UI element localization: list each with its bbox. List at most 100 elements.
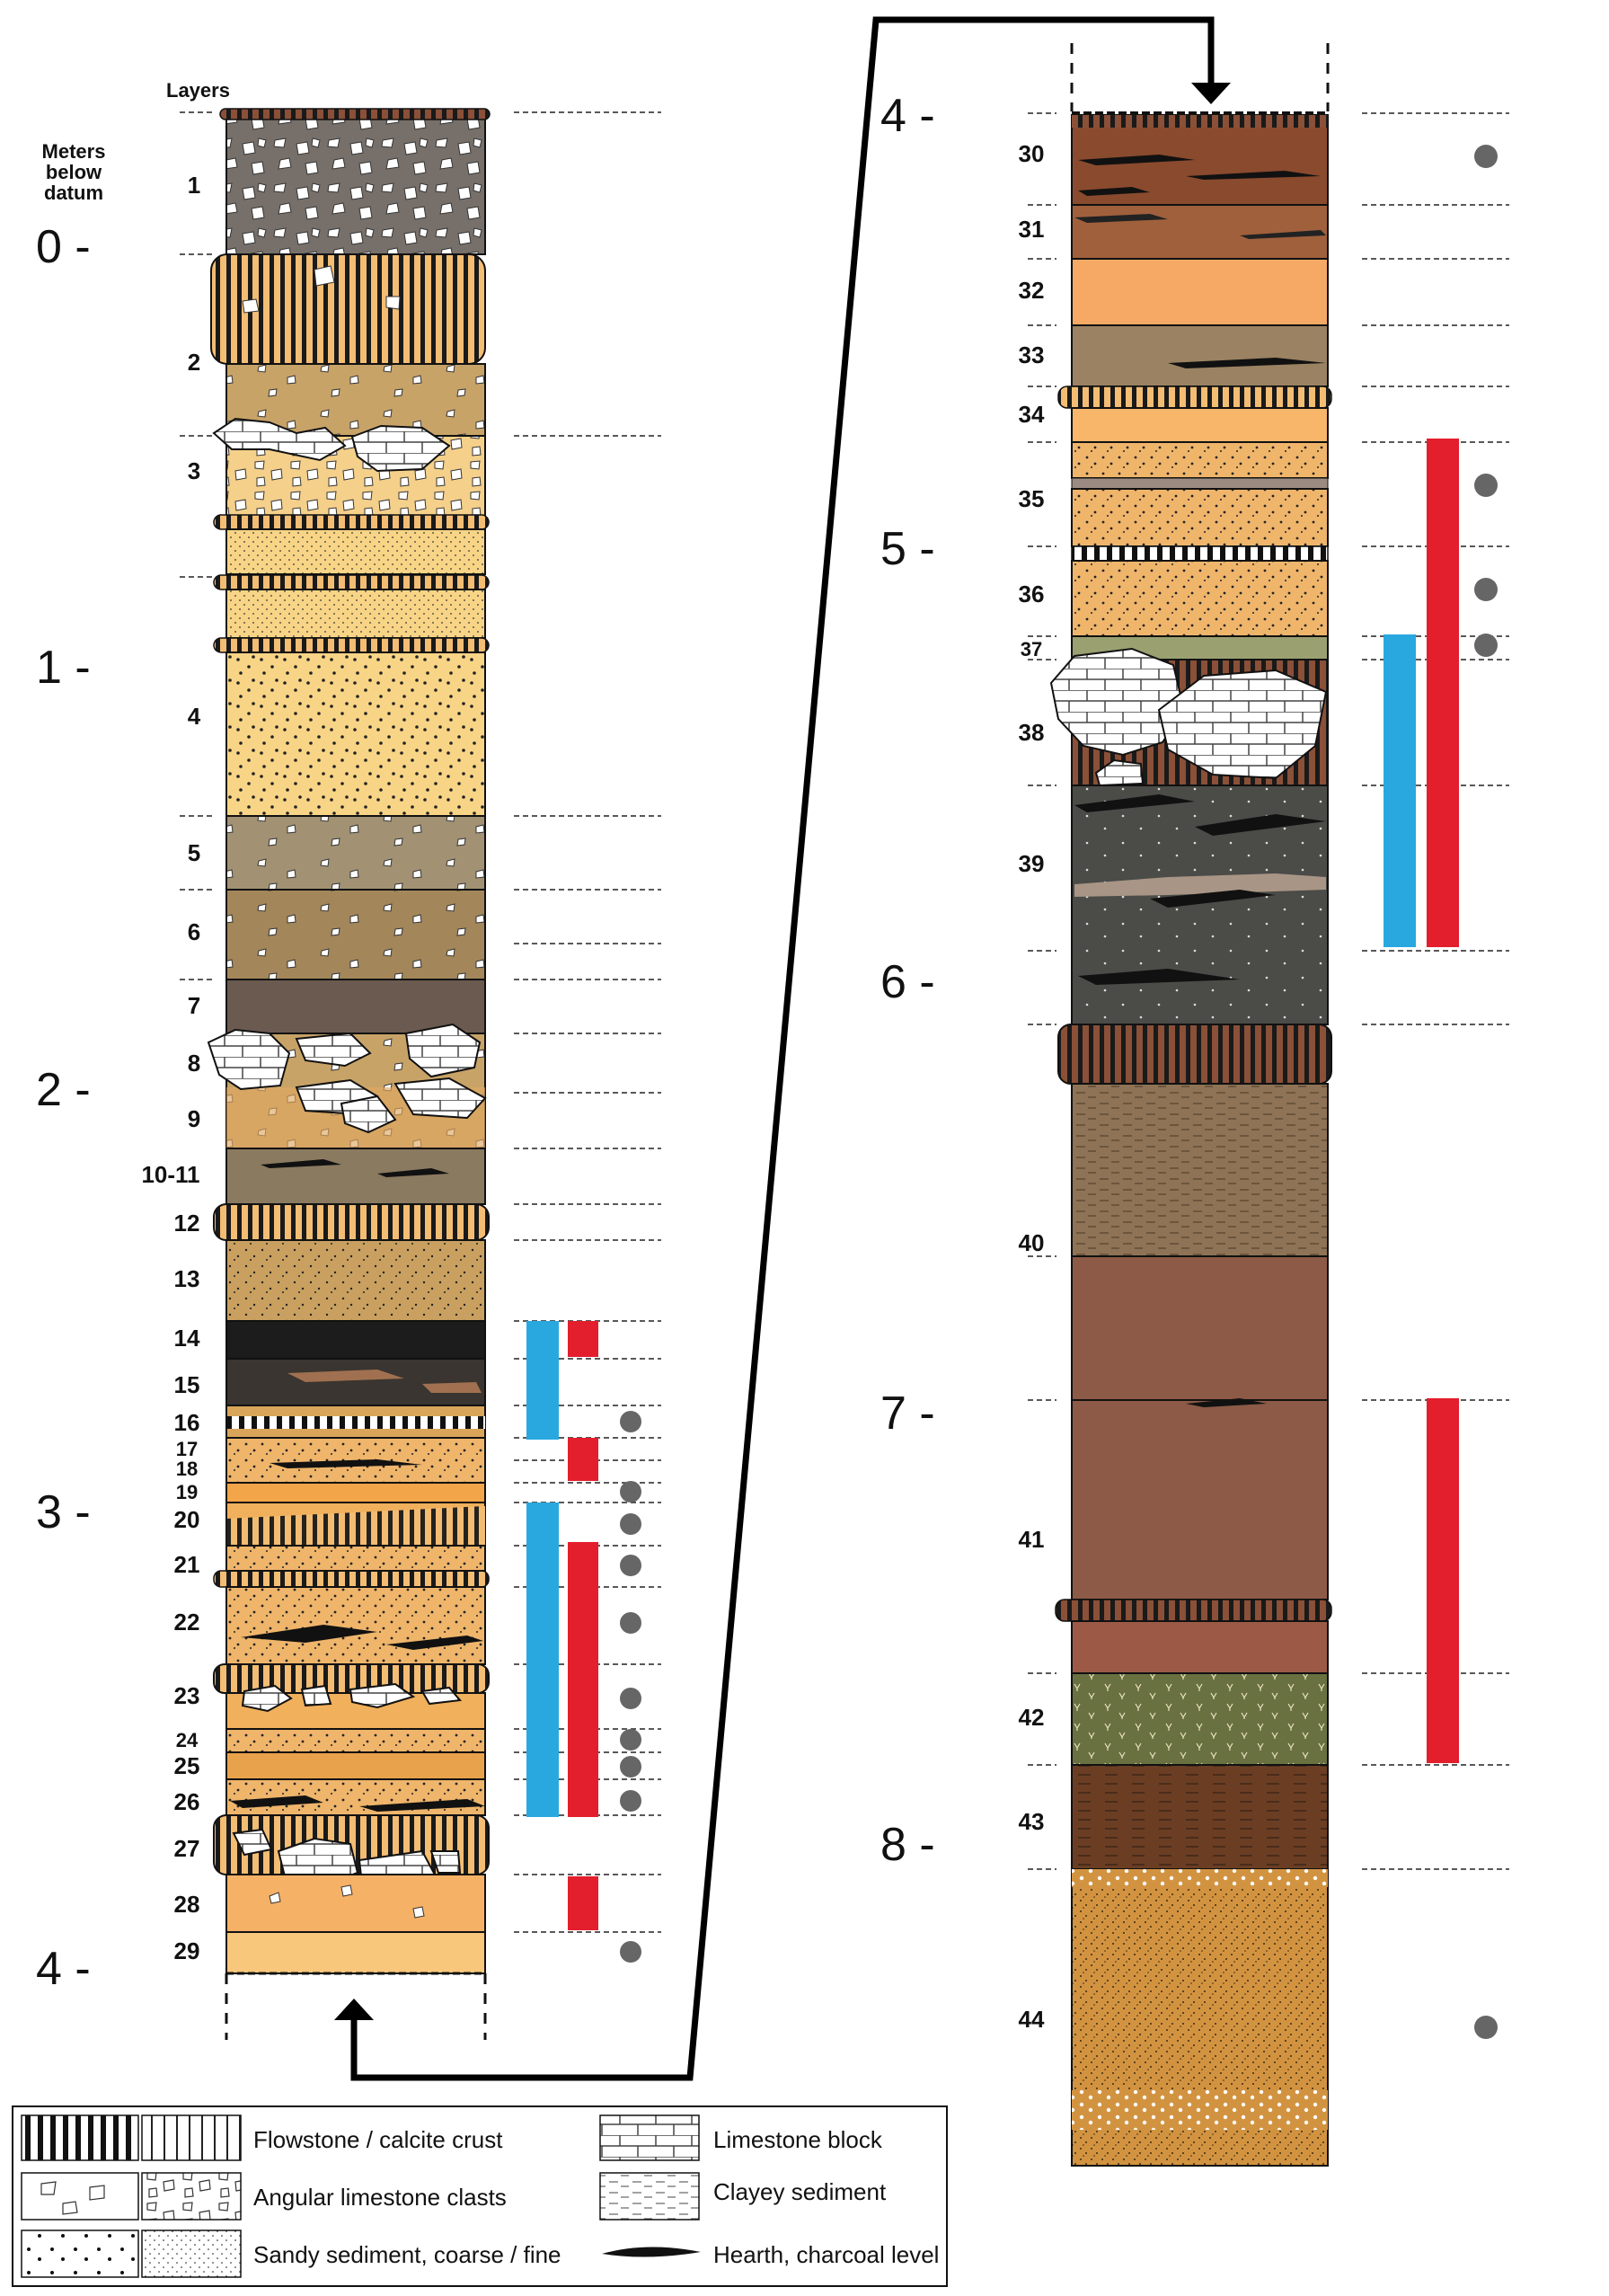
red-bar: [568, 1321, 598, 1357]
layer-label: 33: [1019, 341, 1045, 368]
angular-swatch: [21, 2172, 139, 2221]
layer-label: 18: [176, 1458, 198, 1480]
layer-label: 42: [1019, 1704, 1045, 1731]
legend-flowstone: Flowstone / calcite crust: [253, 2126, 503, 2153]
axis-label-line3: datum: [44, 182, 103, 204]
blue-bar: [1384, 634, 1416, 947]
layer-4: [225, 652, 486, 817]
left-column: [207, 108, 491, 2040]
layer-label: 32: [1019, 277, 1045, 304]
layer-32: [1071, 258, 1329, 326]
meter-label-0: 0 -: [36, 221, 91, 273]
layer-label: 14: [174, 1325, 200, 1352]
layer-label: 12: [174, 1210, 200, 1237]
flowstone-swatch-light: [141, 2114, 242, 2161]
layer-label: 22: [174, 1609, 200, 1636]
layer-label: 24: [176, 1729, 199, 1751]
meter-label-6: 6 -: [880, 956, 935, 1008]
layer-label: 6: [188, 918, 200, 945]
sample-dot: [620, 1688, 641, 1709]
connector-arrow: [334, 16, 1231, 2081]
layer-43: [1071, 1764, 1329, 1870]
layer-label: 44: [1019, 2006, 1045, 2033]
layer-40b: [1071, 1255, 1329, 1401]
layer-label: 8: [188, 1050, 200, 1077]
layer-label: 7: [188, 992, 200, 1019]
sample-dot: [620, 1790, 641, 1812]
layer-label: 16: [174, 1409, 200, 1436]
sample-dot: [1474, 578, 1498, 601]
left-layer-labels: 1 2 3 4 5 6 7 8 9 10-11 12 13 14 15 16 1…: [141, 172, 200, 1964]
layer-label: 37: [1021, 638, 1042, 660]
layer-25: [225, 1751, 486, 1780]
layer-28: [225, 1874, 486, 1933]
angular-swatch-dense: [141, 2172, 242, 2221]
layer-5: [225, 815, 486, 891]
sample-dot: [1474, 145, 1498, 168]
meter-label-4-left: 4 -: [36, 1943, 91, 1995]
legend-hearth: Hearth, charcoal level: [713, 2241, 939, 2268]
sample-dot: [1474, 474, 1498, 497]
layer-15: [225, 1358, 486, 1406]
sample-dot: [620, 1729, 641, 1751]
layer-label: 41: [1019, 1526, 1045, 1553]
layer-label: 25: [174, 1752, 200, 1779]
layer-26: [225, 1778, 486, 1816]
layer-40: [1071, 1083, 1329, 1257]
layer-label: 21: [174, 1551, 200, 1578]
layer-42: [1071, 1672, 1329, 1766]
layer-label: 35: [1019, 485, 1045, 512]
layer-41: [1071, 1399, 1329, 1600]
depth-scale-right: 4 - 5 - 6 - 7 - 8 -: [880, 90, 935, 1871]
sand-coarse-swatch: [21, 2230, 139, 2278]
red-bar: [1427, 439, 1459, 947]
meter-label-8: 8 -: [880, 1819, 935, 1871]
layer-22: [225, 1586, 486, 1665]
sample-dot: [620, 1481, 641, 1503]
sample-dot: [1474, 634, 1498, 657]
layer-1: [225, 114, 486, 255]
layer-34: [1071, 407, 1329, 443]
layer-label: 38: [1019, 719, 1045, 746]
layer-label: 4: [188, 703, 201, 730]
sand-fine-swatch: [141, 2230, 242, 2278]
red-bar: [568, 1438, 598, 1481]
layer-36: [1071, 560, 1329, 637]
layer-label: 13: [174, 1265, 200, 1292]
layers-header: Layers: [166, 79, 230, 102]
legend-clayey: Clayey sediment: [713, 2178, 887, 2205]
layer-label: 19: [176, 1481, 198, 1503]
blue-bar: [526, 1321, 559, 1440]
blue-bar: [526, 1503, 559, 1817]
sample-dot: [620, 1555, 641, 1576]
layer-label: 23: [174, 1682, 200, 1709]
layer-label: 9: [188, 1105, 200, 1132]
layer-label: 30: [1019, 140, 1045, 167]
flowstone-swatch-dark: [21, 2114, 139, 2161]
layer-label: 28: [174, 1891, 200, 1918]
layer-label: 36: [1019, 581, 1045, 607]
layer-label: 34: [1019, 401, 1045, 428]
left-sample-markers: [526, 1321, 641, 1963]
layer-12: [213, 1203, 490, 1241]
legend-sandy: Sandy sediment, coarse / fine: [253, 2241, 561, 2268]
meter-label-3: 3 -: [36, 1486, 91, 1538]
layer-label: 1: [188, 172, 200, 199]
sample-dot: [620, 1612, 641, 1634]
layer-label: 31: [1019, 216, 1045, 243]
layer-label: 3: [188, 457, 200, 484]
axis-label-line2: below: [46, 161, 102, 183]
layer-label: 20: [174, 1506, 200, 1533]
meter-label-1: 1 -: [36, 642, 91, 694]
layer-label: 15: [174, 1371, 200, 1398]
layer-29: [225, 1931, 486, 1974]
layer-label: 17: [176, 1438, 198, 1460]
layer-7: [225, 979, 486, 1034]
layer-label: 5: [188, 839, 200, 866]
red-bar: [1427, 1398, 1459, 1763]
meter-label-7: 7 -: [880, 1387, 935, 1440]
layer-35a: [1071, 441, 1329, 479]
layer-35b: [1071, 488, 1329, 547]
layer-33: [1071, 324, 1329, 387]
